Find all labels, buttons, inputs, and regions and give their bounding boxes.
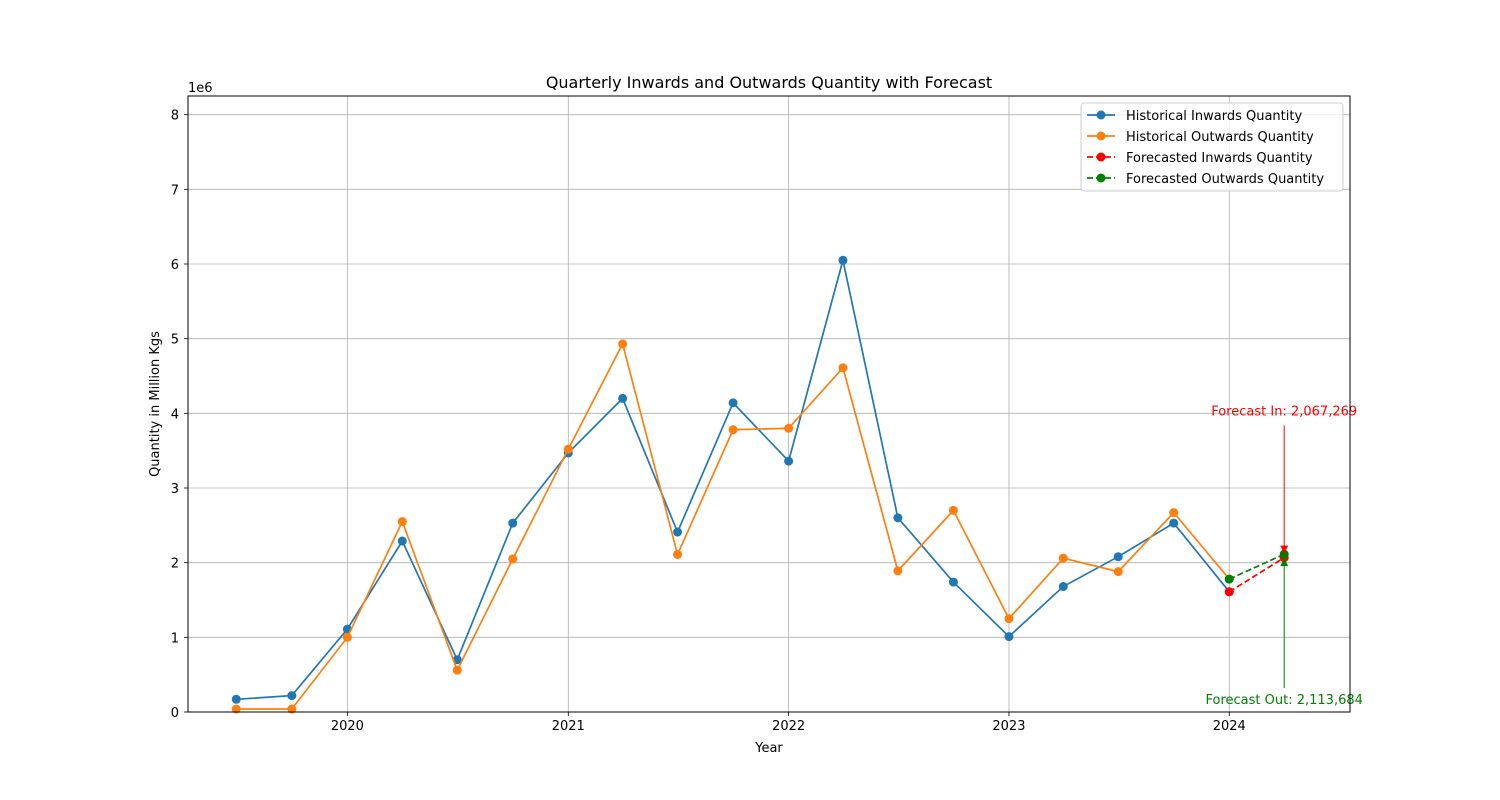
historical-inwards-quantity-point xyxy=(728,398,738,408)
historical-inwards-quantity-point xyxy=(231,694,241,704)
historical-outwards-quantity-point xyxy=(1113,567,1123,577)
forecasted-inwards-quantity-line xyxy=(1228,556,1285,593)
chart-title: Quarterly Inwards and Outwards Quantity … xyxy=(546,73,992,92)
historical-inwards-quantity-point xyxy=(893,513,903,523)
historical-outwards-quantity-point xyxy=(397,517,407,527)
historical-outwards-quantity-point xyxy=(618,339,628,349)
x-axis-label: Year xyxy=(754,741,783,756)
historical-inwards-quantity-point xyxy=(1058,582,1068,592)
historical-outwards-quantity-point xyxy=(231,704,241,714)
ticks: 2020 2021 2022 2023 2024 0 1 2 3 4 5 6 7 8 xyxy=(171,109,1246,734)
historical-outwards-quantity-point xyxy=(728,425,738,435)
legend-label: Forecasted Inwards Quantity xyxy=(1126,151,1313,166)
historical-inwards-quantity-point xyxy=(1004,632,1014,642)
historical-outwards-quantity-point xyxy=(1058,553,1068,563)
x-tick-label: 2022 xyxy=(772,719,805,734)
x-tick-label: 2020 xyxy=(331,719,364,734)
legend-marker xyxy=(1096,110,1106,120)
y-offset-label: 1e6 xyxy=(188,81,213,96)
legend-marker xyxy=(1096,131,1106,141)
y-tick-label: 5 xyxy=(171,333,179,348)
y-tick-label: 8 xyxy=(171,109,179,124)
historical-inwards-quantity-point xyxy=(1113,552,1123,562)
historical-inwards-quantity-point xyxy=(618,393,628,403)
historical-inwards-quantity-point xyxy=(1169,518,1179,528)
legend-marker xyxy=(1096,173,1106,183)
historical-outwards-quantity-point xyxy=(287,704,297,714)
forecasted-outwards-quantity-line xyxy=(1228,553,1285,580)
forecasted-inwards-quantity-point xyxy=(1224,587,1234,597)
y-tick-label: 3 xyxy=(171,482,179,497)
grid xyxy=(188,96,1350,713)
plot-frame xyxy=(187,95,1351,713)
historical-inwards-quantity-point xyxy=(838,255,848,265)
x-tick-label: 2023 xyxy=(992,719,1025,734)
historical-inwards-quantity-point xyxy=(397,536,407,546)
legend-marker xyxy=(1096,152,1106,162)
historical-inwards-quantity-point xyxy=(948,577,958,587)
historical-inwards-quantity-point xyxy=(784,456,794,466)
historical-outwards-quantity-point xyxy=(342,632,352,642)
y-tick-label: 0 xyxy=(171,706,179,721)
historical-inwards-quantity-point xyxy=(287,691,297,701)
y-tick-label: 2 xyxy=(171,557,179,572)
x-tick-label: 2024 xyxy=(1213,719,1246,734)
historical-outwards-quantity-point xyxy=(508,554,518,564)
historical-outwards-quantity-point xyxy=(948,505,958,515)
y-tick-label: 4 xyxy=(171,407,179,422)
historical-outwards-quantity-point xyxy=(1169,508,1179,518)
historical-outwards-quantity-point xyxy=(784,423,794,433)
historical-inwards-quantity-point xyxy=(673,527,683,537)
legend-label: Historical Outwards Quantity xyxy=(1126,130,1314,145)
x-tick-label: 2021 xyxy=(552,719,585,734)
historical-outwards-quantity-point xyxy=(452,665,462,675)
forecasted-outwards-quantity-point xyxy=(1224,574,1234,584)
legend-frame xyxy=(1080,102,1344,192)
y-axis-label: Quantity in Million Kgs xyxy=(148,331,163,477)
historical-outwards-quantity-point xyxy=(1004,614,1014,624)
historical-outwards-quantity-point xyxy=(893,566,903,576)
legend-label: Historical Inwards Quantity xyxy=(1126,109,1302,124)
legend-label: Forecasted Outwards Quantity xyxy=(1126,172,1324,187)
historical-outwards-quantity-point xyxy=(563,444,573,454)
annotation-label: Forecast Out: 2,113,684 xyxy=(1206,693,1363,708)
annotation-arrow-head xyxy=(1280,545,1289,554)
y-tick-label: 1 xyxy=(171,631,179,646)
series xyxy=(231,255,1289,714)
historical-inwards-quantity-point xyxy=(508,518,518,528)
legend: Historical Inwards Quantity Historical Ou… xyxy=(1080,102,1344,192)
historical-outwards-quantity-point xyxy=(673,549,683,559)
y-tick-label: 6 xyxy=(171,258,179,273)
y-tick-label: 7 xyxy=(171,183,179,198)
forecasted-outwards-quantity-point xyxy=(1279,549,1289,559)
annotation-label: Forecast In: 2,067,269 xyxy=(1211,404,1357,419)
annotations: Forecast In: 2,067,269 Forecast Out: 2,11… xyxy=(1206,404,1363,708)
annotation-arrow-head xyxy=(1280,558,1289,567)
historical-outwards-quantity-point xyxy=(838,363,848,373)
